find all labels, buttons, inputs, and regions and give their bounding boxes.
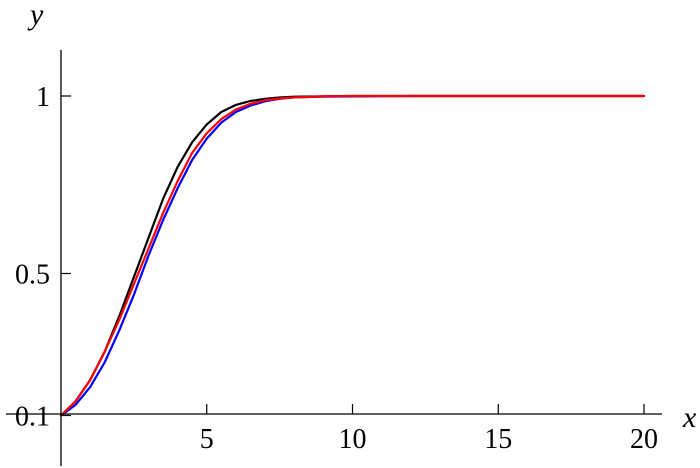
y-tick-label: 1 <box>36 82 50 113</box>
y-tick-label: 0.5 <box>15 260 50 291</box>
x-tick-label: 15 <box>484 424 512 455</box>
axes-layer <box>6 50 662 466</box>
ticks-layer: 5 10 15 20 0.1 0.5 1 <box>15 82 658 455</box>
series-line-3 <box>59 94 646 417</box>
y-axis-label: y <box>27 0 44 31</box>
x-tick-label: 20 <box>630 424 658 455</box>
x-tick-label: 5 <box>200 424 214 455</box>
series-line-2 <box>59 94 646 417</box>
y-tick-label: 0.1 <box>15 402 50 433</box>
x-axis-label: x <box>682 401 697 434</box>
x-tick-label: 10 <box>339 424 367 455</box>
series-layer <box>59 94 646 417</box>
